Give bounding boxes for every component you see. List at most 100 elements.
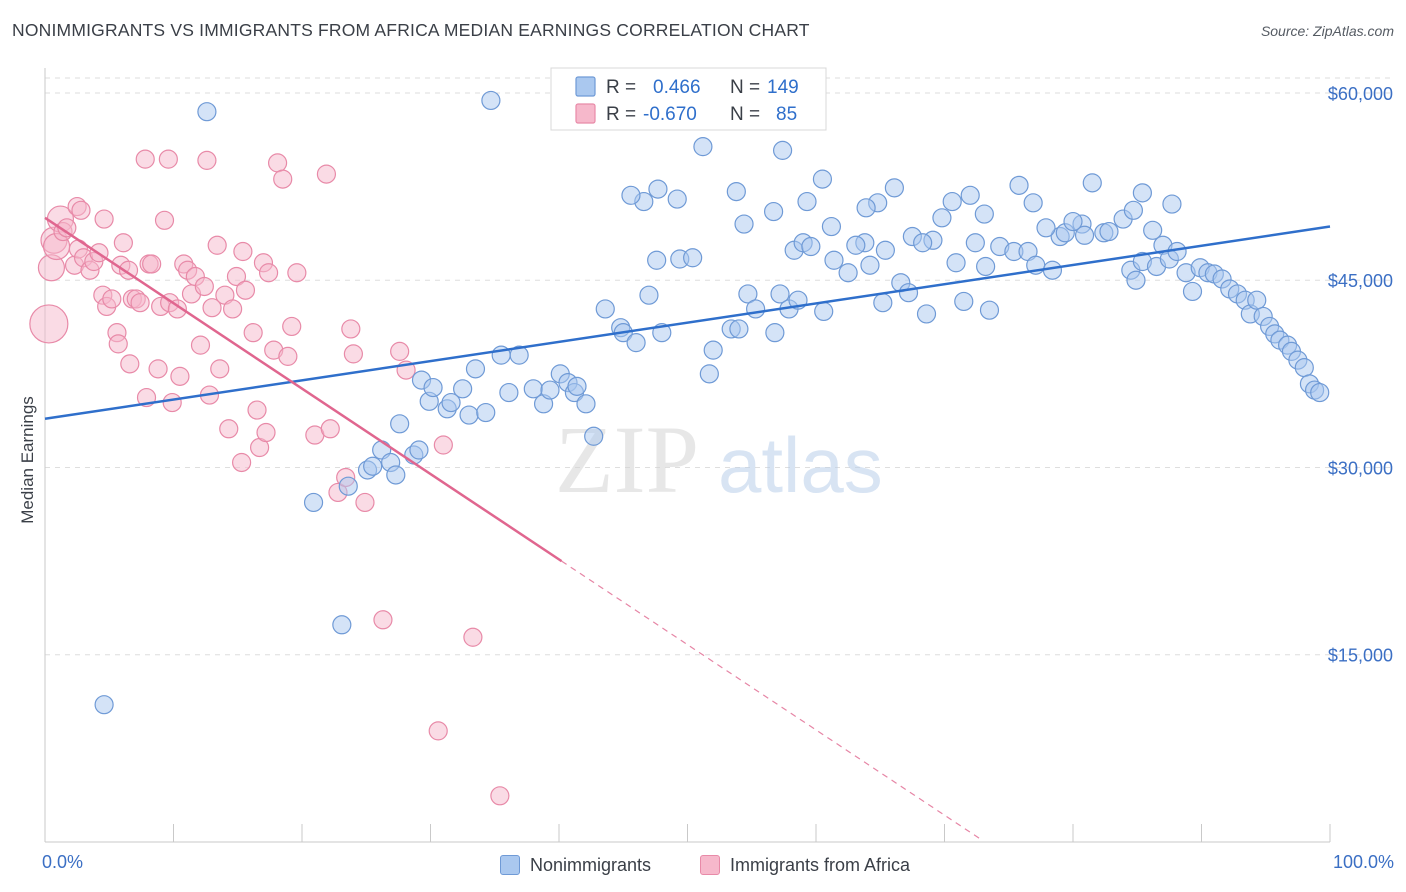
point-nonimmigrants xyxy=(338,476,358,496)
point-immigrants-from-africa xyxy=(102,289,122,309)
point-nonimmigrants xyxy=(1247,290,1267,310)
point-immigrants-from-africa xyxy=(235,280,256,300)
point-immigrants-from-africa xyxy=(273,169,293,189)
point-nonimmigrants xyxy=(738,284,758,304)
point-nonimmigrants xyxy=(481,90,501,111)
point-nonimmigrants xyxy=(729,319,749,339)
watermark-zip: ZIP xyxy=(555,406,699,513)
point-immigrants-from-africa xyxy=(243,323,263,343)
point-nonimmigrants xyxy=(453,379,473,399)
point-nonimmigrants xyxy=(860,255,880,275)
chart-title: NONIMMIGRANTS VS IMMIGRANTS FROM AFRICA … xyxy=(12,20,810,40)
point-nonimmigrants xyxy=(746,299,766,319)
point-nonimmigrants xyxy=(814,301,834,322)
point-nonimmigrants xyxy=(683,248,703,268)
point-nonimmigrants xyxy=(965,233,985,253)
point-immigrants-from-africa xyxy=(390,341,410,361)
point-immigrants-from-africa xyxy=(433,435,453,455)
point-immigrants-from-africa xyxy=(120,354,140,374)
point-nonimmigrants xyxy=(1063,211,1083,232)
point-nonimmigrants xyxy=(1082,173,1102,193)
point-immigrants-from-africa xyxy=(210,359,230,379)
point-immigrants-from-africa xyxy=(341,319,361,339)
point-nonimmigrants xyxy=(1294,358,1314,378)
point-nonimmigrants xyxy=(699,364,719,384)
point-immigrants-from-africa xyxy=(223,299,243,319)
point-nonimmigrants xyxy=(846,235,866,255)
watermark-atlas: atlas xyxy=(718,421,883,509)
point-immigrants-from-africa xyxy=(170,366,190,386)
point-nonimmigrants xyxy=(667,189,687,209)
point-nonimmigrants xyxy=(838,263,858,283)
legend-swatch-pink xyxy=(575,103,596,124)
legend-r-label: R = xyxy=(606,104,636,125)
legend-n-value: 149 xyxy=(767,77,799,98)
legend-swatch-blue xyxy=(575,76,596,97)
legend-n-value: 85 xyxy=(776,104,797,125)
point-immigrants-from-africa xyxy=(167,299,187,319)
point-immigrants-from-africa xyxy=(108,334,128,354)
legend-swatch-immigrants-from-africa xyxy=(700,855,720,875)
point-nonimmigrants xyxy=(409,440,429,460)
point-nonimmigrants xyxy=(693,137,713,157)
point-nonimmigrants xyxy=(332,615,352,635)
point-nonimmigrants xyxy=(639,285,659,305)
point-nonimmigrants xyxy=(898,283,919,303)
y-tick-labels: $15,000 $30,000 $45,000 $60,000 xyxy=(1328,84,1393,666)
point-immigrants-from-africa xyxy=(207,235,227,255)
y-axis-label: Median Earnings xyxy=(18,396,37,524)
legend-n-label: N = xyxy=(730,77,760,98)
point-nonimmigrants xyxy=(873,293,893,313)
point-nonimmigrants xyxy=(960,185,980,205)
point-immigrants-from-africa xyxy=(190,335,211,355)
point-nonimmigrants xyxy=(567,376,587,396)
zipatlas-watermark: ZIP atlas xyxy=(555,406,883,513)
point-nonimmigrants xyxy=(824,250,844,270)
axes xyxy=(44,68,1331,843)
point-nonimmigrants xyxy=(540,380,560,400)
point-nonimmigrants xyxy=(363,456,383,476)
legend-r-label: R = xyxy=(606,77,636,98)
trend-line-immigrants-from-africa xyxy=(44,216,563,563)
point-immigrants-from-africa xyxy=(355,492,375,513)
point-immigrants-from-africa xyxy=(226,266,247,287)
point-nonimmigrants xyxy=(576,394,596,414)
point-nonimmigrants xyxy=(875,240,895,260)
gridlines xyxy=(45,77,1395,656)
legend-frame xyxy=(550,67,827,131)
point-immigrants-from-africa xyxy=(194,276,214,297)
x-tick-label-max: 100.0% xyxy=(1332,852,1394,872)
point-nonimmigrants xyxy=(1074,225,1095,245)
point-nonimmigrants xyxy=(1143,220,1163,240)
point-nonimmigrants xyxy=(1126,270,1146,290)
point-immigrants-from-africa xyxy=(267,153,288,173)
point-immigrants-from-africa xyxy=(197,150,217,170)
point-nonimmigrants xyxy=(772,140,793,160)
trend-line-nonimmigrants xyxy=(44,225,1331,421)
point-nonimmigrants xyxy=(595,299,615,319)
point-immigrants-from-africa xyxy=(287,263,307,283)
point-nonimmigrants xyxy=(1123,200,1143,220)
point-nonimmigrants xyxy=(303,492,324,513)
legend-label-immigrants-from-africa: Immigrants from Africa xyxy=(730,854,911,875)
point-nonimmigrants xyxy=(932,208,952,228)
y-tick-label: $60,000 xyxy=(1328,84,1393,104)
correlation-legend: R = 0.466 N = 149 R = -0.670 N = 85 xyxy=(550,67,827,131)
legend-swatch-nonimmigrants xyxy=(500,855,520,875)
legend-item-nonimmigrants: Nonimmigrants xyxy=(500,848,651,882)
point-immigrants-from-africa xyxy=(463,627,483,647)
point-nonimmigrants xyxy=(821,216,842,237)
point-nonimmigrants xyxy=(647,250,667,270)
point-immigrants-from-africa xyxy=(130,293,150,313)
point-nonimmigrants xyxy=(648,179,668,199)
point-nonimmigrants xyxy=(476,402,496,423)
point-immigrants-from-africa xyxy=(94,209,114,229)
point-nonimmigrants xyxy=(916,304,937,324)
point-immigrants-from-africa xyxy=(158,149,178,169)
point-nonimmigrants xyxy=(1036,218,1056,238)
point-nonimmigrants xyxy=(976,256,996,277)
point-immigrants-from-africa xyxy=(316,164,337,184)
point-nonimmigrants xyxy=(797,191,817,212)
point-immigrants-from-africa xyxy=(247,400,267,420)
